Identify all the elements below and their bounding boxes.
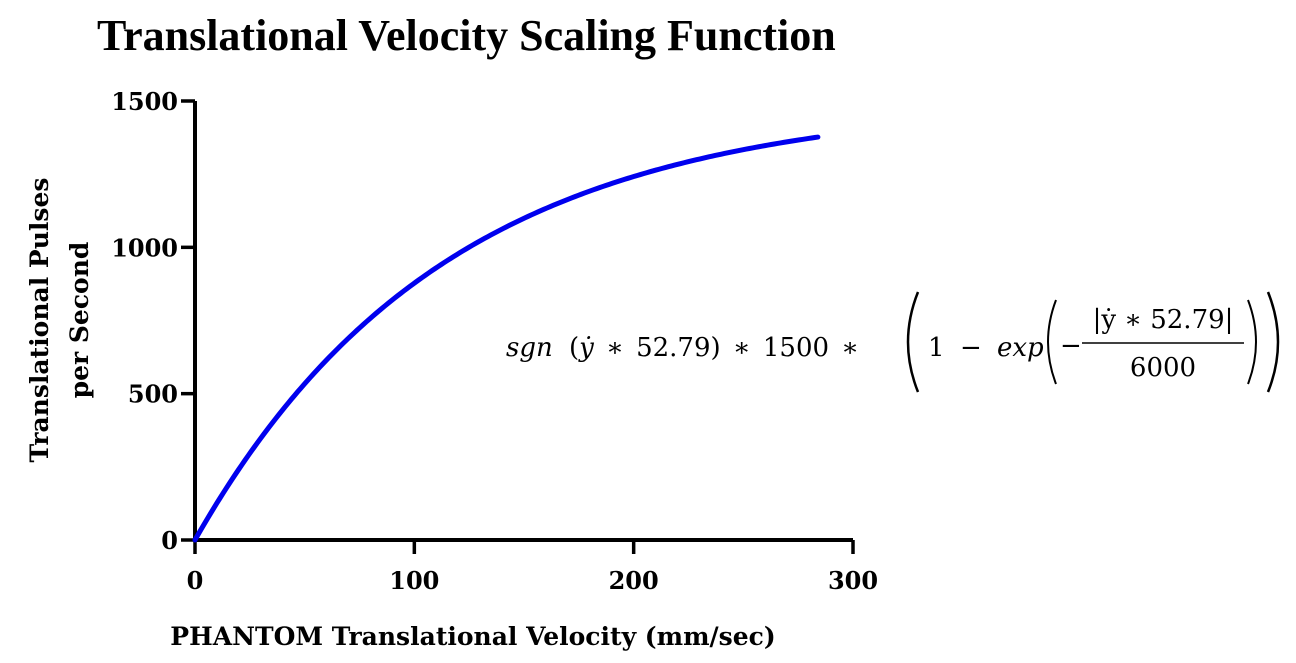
formula-minus: −: [960, 333, 982, 363]
chart-title: Translational Velocity Scaling Function: [97, 11, 836, 60]
x-tick-label: 300: [828, 566, 878, 595]
x-tick-label: 0: [187, 566, 204, 595]
series-layer: [192, 134, 821, 543]
y-tick-label: 500: [128, 380, 178, 409]
y-tick-label: 1500: [111, 87, 178, 116]
y-axis-label-line-2: per Second: [65, 242, 94, 399]
formula-paren-open: [1047, 299, 1057, 385]
formula-one: 1: [928, 333, 945, 363]
formula-paren-close: [1247, 299, 1257, 385]
formula-numerator: |ẏ ∗ 52.79|: [1093, 305, 1234, 335]
formula-big-paren-close: [1266, 291, 1280, 393]
series-line: [192, 134, 821, 543]
axes: 0 500 1000 1500 0 100 200 300: [111, 87, 878, 595]
y-axis-label-line-1: Translational Pulses: [25, 178, 54, 463]
svg-text:sgn (ẏ ∗ 52.: sgn (ẏ ∗ 52.79) ∗ 1500 ∗: [506, 333, 859, 363]
x-tick-label: 100: [389, 566, 439, 595]
y-tick-label: 1000: [111, 233, 178, 262]
formula-annotation: sgn (ẏ ∗ 52.79) ∗ 1500 ∗ 1 − exp − |ẏ ∗ …: [506, 291, 1280, 393]
y-axis-label: Translational Pulses per Second: [25, 178, 94, 463]
formula-exp: exp: [997, 333, 1044, 363]
formula-big-paren-open: [906, 291, 920, 393]
x-tick-label: 200: [609, 566, 659, 595]
y-tick-label: 0: [161, 526, 178, 555]
formula-denominator: 6000: [1130, 353, 1196, 383]
formula-neg: −: [1060, 331, 1082, 361]
formula-sgn: sgn: [506, 333, 553, 363]
x-axis-label: PHANTOM Translational Velocity (mm/sec): [170, 622, 775, 651]
